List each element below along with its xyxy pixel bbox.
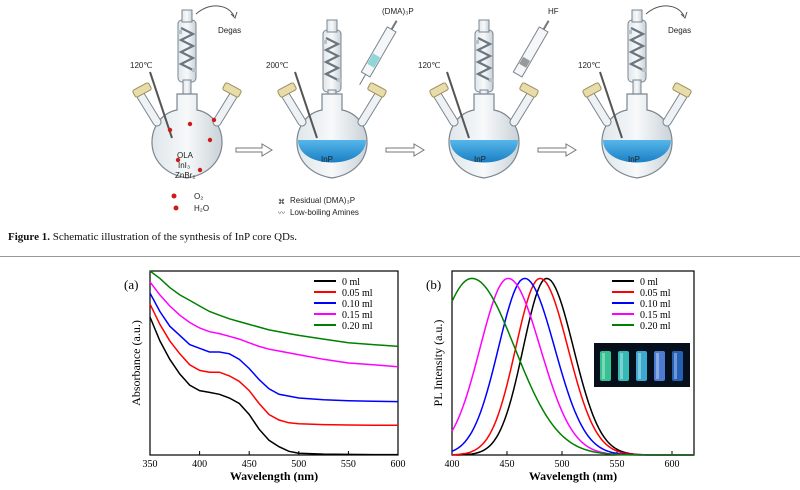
vial-highlight (656, 353, 659, 379)
reagent-ini3: InI₃ (178, 161, 190, 170)
legend-label: 0.10 ml (640, 299, 671, 310)
degas-label-1: Degas (218, 26, 241, 35)
reagent-znbr2: ZnBr₂ (175, 171, 195, 180)
legend-label: 0.05 ml (640, 288, 671, 299)
degas-label-4: Degas (668, 26, 691, 35)
x-tick-label: 600 (665, 459, 680, 470)
x-tick-label: 550 (341, 459, 356, 470)
inp-label-4: InP (628, 155, 640, 164)
step-arrow-3 (537, 143, 577, 157)
series-line-0-ml (149, 316, 398, 456)
plot-frame (149, 270, 399, 456)
x-tick-label: 450 (500, 459, 515, 470)
reagent-ola: OLA (177, 151, 194, 160)
step-arrow-2 (385, 143, 425, 157)
legend-label: 0.20 ml (342, 321, 373, 332)
vial (618, 351, 629, 381)
legend-residual: Residual (DMA)₃P (290, 196, 355, 205)
svg-text:〰: 〰 (278, 210, 285, 217)
vial-highlight (620, 353, 623, 379)
series-line-0.20-ml (149, 270, 399, 348)
vial (600, 351, 611, 381)
legend-label: 0.15 ml (342, 310, 373, 321)
x-tick-label: 450 (242, 459, 257, 470)
vial (654, 351, 665, 381)
x-axis-label: Wavelength (nm) (529, 469, 617, 483)
divider (0, 256, 800, 257)
series-line-0.05-ml (149, 303, 398, 426)
x-axis-label: Wavelength (nm) (230, 469, 318, 483)
flask-1: 120℃ Degas OLA InI₃ ZnBr₂ (130, 5, 242, 180)
panel-label: (a) (124, 277, 138, 292)
series-line-0.20-ml (451, 277, 694, 456)
inp-label-3: InP (474, 155, 486, 164)
legend-label: 0 ml (640, 277, 658, 288)
legend-label: 0 ml (342, 277, 360, 288)
figure-caption: Figure 1. Schematic illustration of the … (8, 231, 297, 243)
scheme-legend: O₂ H₂O ⌘ Residual (DMA)₃P 〰 Low-boiling … (171, 192, 359, 217)
legend-label: 0.10 ml (342, 299, 373, 310)
series-line-0.10-ml (149, 292, 399, 403)
caption-text: Schematic illustration of the synthesis … (49, 231, 298, 243)
temp-label-4: 120℃ (578, 61, 600, 70)
legend-h2o: H₂O (194, 204, 209, 213)
panel-label: (b) (426, 277, 441, 292)
vial (672, 351, 683, 381)
plot-frame (451, 270, 695, 456)
temp-label-2: 200℃ (266, 61, 288, 70)
flask-3: 120℃ HF InP (418, 7, 559, 178)
step-arrow-1 (235, 143, 273, 157)
x-tick-label: 550 (610, 459, 625, 470)
absorbance-chart: 350 400 450 500 550 600 Wavelength (nm) Absorba… (98, 263, 408, 490)
legend-label: 0.20 ml (640, 321, 671, 332)
flask-2: 200℃ (DMA)₃P InP (266, 7, 414, 178)
temp-label-1: 120℃ (130, 61, 152, 70)
vial-highlight (638, 353, 641, 379)
x-tick-label: 400 (445, 459, 460, 470)
vial-highlight (674, 353, 677, 379)
reagent-hf: HF (548, 7, 559, 16)
vial (636, 351, 647, 381)
x-tick-label: 500 (555, 459, 570, 470)
svg-text:⌘: ⌘ (278, 198, 285, 206)
x-tick-label: 400 (192, 459, 207, 470)
temp-label-3: 120℃ (418, 61, 440, 70)
vial-highlight (602, 353, 605, 379)
legend-o2: O₂ (194, 192, 203, 201)
inp-label-2: InP (321, 155, 333, 164)
caption-label: Figure 1. (8, 231, 50, 243)
legend-amines: Low-boiling Amines (290, 208, 359, 217)
inset-vials-photo (594, 343, 690, 387)
y-axis-label: Absorbance (a.u.) (129, 320, 143, 406)
flask-4: 120℃ Degas InP (578, 5, 692, 178)
legend-label: 0.15 ml (640, 310, 671, 321)
synthesis-scheme: 120℃ Degas OLA InI₃ ZnBr₂ 200℃ (DMA)₃P I… (0, 0, 800, 225)
reagent-dma3p: (DMA)₃P (382, 7, 414, 16)
x-tick-label: 350 (143, 459, 158, 470)
pl-chart: 400 450 500 550 600 Wavelength (nm) PL Intensi… (410, 263, 700, 490)
legend-label: 0.05 ml (342, 288, 373, 299)
x-tick-label: 500 (291, 459, 306, 470)
series-line-0.15-ml (149, 281, 399, 368)
y-axis-label: PL Intensity (a.u.) (431, 320, 445, 407)
x-tick-label: 600 (391, 459, 406, 470)
